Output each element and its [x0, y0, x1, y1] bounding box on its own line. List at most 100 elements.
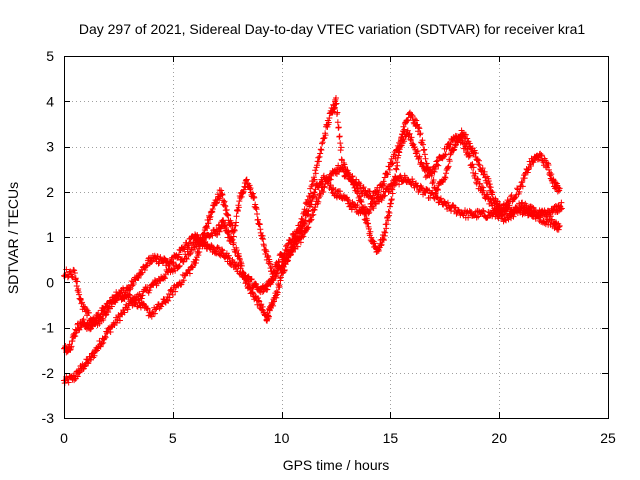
data-point	[404, 127, 411, 134]
data-point	[274, 289, 281, 296]
data-point	[430, 177, 437, 184]
data-point	[292, 232, 299, 239]
data-point	[381, 192, 388, 199]
data-point	[384, 171, 391, 178]
data-point	[444, 199, 451, 206]
data-point	[305, 199, 312, 206]
data-point	[413, 148, 420, 155]
data-point	[275, 258, 282, 265]
data-point	[97, 343, 104, 350]
y-tick-label: 4	[46, 93, 54, 109]
data-point	[398, 142, 405, 149]
y-tick-label: 3	[46, 139, 54, 155]
data-point	[162, 275, 169, 282]
data-point	[558, 205, 565, 212]
chart-title: Day 297 of 2021, Sidereal Day-to-day VTE…	[79, 21, 585, 37]
data-point	[475, 161, 482, 168]
data-point	[409, 113, 416, 120]
data-point	[254, 294, 261, 301]
data-point	[451, 204, 458, 211]
data-point	[291, 245, 298, 252]
data-point	[486, 181, 493, 188]
data-point	[138, 271, 145, 278]
data-point	[361, 209, 368, 216]
axis-ticks: 0 5 10 15 20 25 -3 -2 -1 0 1 2 3 4 5	[42, 48, 616, 446]
y-tick-label: -3	[42, 410, 55, 426]
data-point	[161, 274, 168, 281]
data-point	[265, 313, 272, 320]
data-point	[141, 267, 148, 274]
data-point	[474, 175, 481, 182]
data-point	[209, 232, 216, 239]
data-point	[108, 303, 115, 310]
data-point	[345, 171, 352, 178]
data-point	[394, 162, 401, 169]
data-point	[364, 192, 371, 199]
data-point	[319, 187, 326, 194]
data-point	[388, 185, 395, 192]
data-point	[314, 198, 321, 205]
data-point	[289, 248, 296, 255]
data-point	[256, 221, 263, 228]
data-point	[124, 306, 131, 313]
data-point	[380, 178, 387, 185]
data-point	[169, 260, 176, 267]
data-point	[214, 244, 221, 251]
data-point	[126, 286, 133, 293]
data-point	[357, 182, 364, 189]
data-point	[418, 184, 425, 191]
data-point	[230, 258, 237, 265]
data-point	[328, 186, 335, 193]
data-point	[297, 239, 304, 246]
data-point	[301, 206, 308, 213]
data-point	[386, 210, 393, 217]
data-point	[434, 161, 441, 168]
data-point	[248, 276, 255, 283]
data-point	[116, 317, 123, 324]
data-point	[434, 187, 441, 194]
data-point	[476, 162, 483, 169]
data-point	[85, 309, 92, 316]
data-point	[250, 290, 257, 297]
data-point	[461, 141, 468, 148]
data-point	[442, 151, 449, 158]
data-point	[165, 297, 172, 304]
data-point	[432, 165, 439, 172]
data-point	[312, 204, 319, 211]
data-point	[121, 309, 128, 316]
data-point	[319, 140, 326, 147]
data-point	[381, 174, 388, 181]
data-point	[481, 168, 488, 175]
data-point	[311, 206, 318, 213]
data-point	[529, 158, 536, 165]
data-point	[222, 222, 229, 229]
data-point	[307, 190, 314, 197]
data-point	[276, 283, 283, 290]
data-point	[393, 166, 400, 173]
data-point	[407, 137, 414, 144]
data-point	[450, 147, 457, 154]
data-point	[388, 196, 395, 203]
data-point	[378, 241, 385, 248]
data-point	[442, 174, 449, 181]
data-point	[420, 141, 427, 148]
data-point	[130, 280, 137, 287]
series-track-2	[61, 95, 563, 356]
data-point	[176, 251, 183, 258]
data-point	[320, 184, 327, 191]
data-point	[98, 340, 105, 347]
data-point	[165, 291, 172, 298]
data-point	[305, 208, 312, 215]
data-point	[416, 153, 423, 160]
data-point	[356, 184, 363, 191]
data-point	[478, 184, 485, 191]
data-point	[308, 216, 315, 223]
data-point	[479, 165, 486, 172]
data-point	[443, 170, 450, 177]
data-point	[420, 163, 427, 170]
data-point	[312, 170, 319, 177]
data-point	[511, 194, 518, 201]
data-point	[225, 231, 232, 238]
data-point	[158, 300, 165, 307]
